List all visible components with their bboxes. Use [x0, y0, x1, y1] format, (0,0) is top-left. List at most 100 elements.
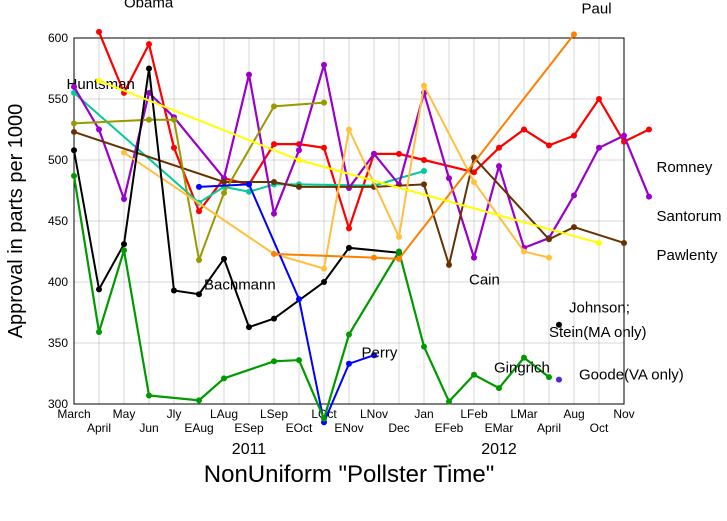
series-marker [271, 358, 277, 364]
series-marker [471, 255, 477, 261]
series-marker [396, 234, 402, 240]
series-marker [596, 240, 602, 246]
x-tick-label: ENov [334, 421, 363, 435]
series-marker [296, 296, 302, 302]
series-label: Gingrich [494, 359, 550, 376]
series-marker [446, 399, 452, 405]
series-marker [496, 163, 502, 169]
series-marker [496, 145, 502, 151]
series-marker [71, 120, 77, 126]
x-tick-label: EOct [286, 421, 313, 435]
x-tick-label: EMar [485, 421, 514, 435]
series-marker [346, 225, 352, 231]
series-marker [196, 257, 202, 263]
series-label: Pawlenty [657, 247, 718, 264]
series-marker [271, 316, 277, 322]
series-marker [196, 397, 202, 403]
series-marker [71, 173, 77, 179]
series-marker [646, 194, 652, 200]
series-marker [421, 181, 427, 187]
series-marker [421, 168, 427, 174]
series-marker [321, 266, 327, 272]
poll-chart: 300350400450500550600MarchAprilMayJunJly… [0, 0, 727, 521]
series-label: Obama [124, 0, 174, 12]
series-marker [271, 103, 277, 109]
legend-marker [556, 377, 562, 383]
series-label: Perry [362, 345, 398, 362]
x-tick-label: Nov [613, 407, 634, 421]
series-marker [171, 145, 177, 151]
series-marker [446, 262, 452, 268]
series-marker [271, 141, 277, 147]
series-marker [121, 241, 127, 247]
x-tick-label: Jly [167, 407, 182, 421]
series-marker [471, 179, 477, 185]
series-marker [396, 256, 402, 262]
series-marker [571, 224, 577, 230]
series-marker [571, 133, 577, 139]
series-label: Stein(MA only) [549, 324, 647, 341]
series-marker [121, 247, 127, 253]
x-axis-title: NonUniform "Pollster Time" [204, 461, 494, 488]
series-marker [496, 385, 502, 391]
series-label: Santorum [657, 208, 722, 225]
y-tick-label: 500 [48, 153, 68, 167]
chart-svg: 300350400450500550600MarchAprilMayJunJly… [0, 0, 727, 521]
x-tick-label: Oct [590, 421, 609, 435]
series-marker [146, 66, 152, 72]
series-marker [396, 249, 402, 255]
year-label: 2012 [481, 441, 517, 458]
y-tick-label: 350 [48, 336, 68, 350]
y-tick-label: 550 [48, 92, 68, 106]
series-label: Romney [657, 159, 713, 176]
x-tick-label: LFeb [460, 407, 488, 421]
x-tick-label: April [537, 421, 561, 435]
x-tick-label: Aug [563, 407, 584, 421]
series-marker [171, 117, 177, 123]
series-marker [71, 84, 77, 90]
x-tick-label: Dec [388, 421, 409, 435]
legend-marker [556, 322, 562, 328]
series-marker [321, 100, 327, 106]
series-marker [271, 251, 277, 257]
series-label: Bachmann [204, 276, 276, 293]
series-marker [196, 208, 202, 214]
series-marker [96, 329, 102, 335]
series-marker [121, 150, 127, 156]
series-marker [146, 392, 152, 398]
series-marker [221, 179, 227, 185]
series-marker [346, 127, 352, 133]
series-marker [121, 196, 127, 202]
series-marker [96, 286, 102, 292]
series-marker [396, 151, 402, 157]
series-marker [521, 249, 527, 255]
series-marker [421, 344, 427, 350]
series-marker [296, 357, 302, 363]
y-tick-label: 400 [48, 275, 68, 289]
series-marker [346, 361, 352, 367]
series-marker [296, 184, 302, 190]
x-tick-label: Jan [414, 407, 433, 421]
series-label: Cain [469, 271, 500, 288]
x-tick-label: April [87, 421, 111, 435]
series-marker [321, 62, 327, 68]
series-marker [96, 127, 102, 133]
series-marker [321, 145, 327, 151]
series-marker [296, 157, 302, 163]
series-marker [471, 372, 477, 378]
series-marker [321, 416, 327, 422]
y-axis-title: Approval in parts per 1000 [5, 104, 27, 339]
series-marker [146, 41, 152, 47]
x-tick-label: ESep [234, 421, 264, 435]
series-label: Goode(VA only) [579, 367, 684, 384]
series-marker [571, 31, 577, 37]
series-marker [96, 78, 102, 84]
series-marker [596, 145, 602, 151]
y-tick-label: 600 [48, 31, 68, 45]
x-tick-label: LNov [360, 407, 388, 421]
series-marker [346, 245, 352, 251]
series-marker [371, 151, 377, 157]
x-tick-label: LSep [260, 407, 288, 421]
series-marker [71, 129, 77, 135]
series-marker [296, 147, 302, 153]
